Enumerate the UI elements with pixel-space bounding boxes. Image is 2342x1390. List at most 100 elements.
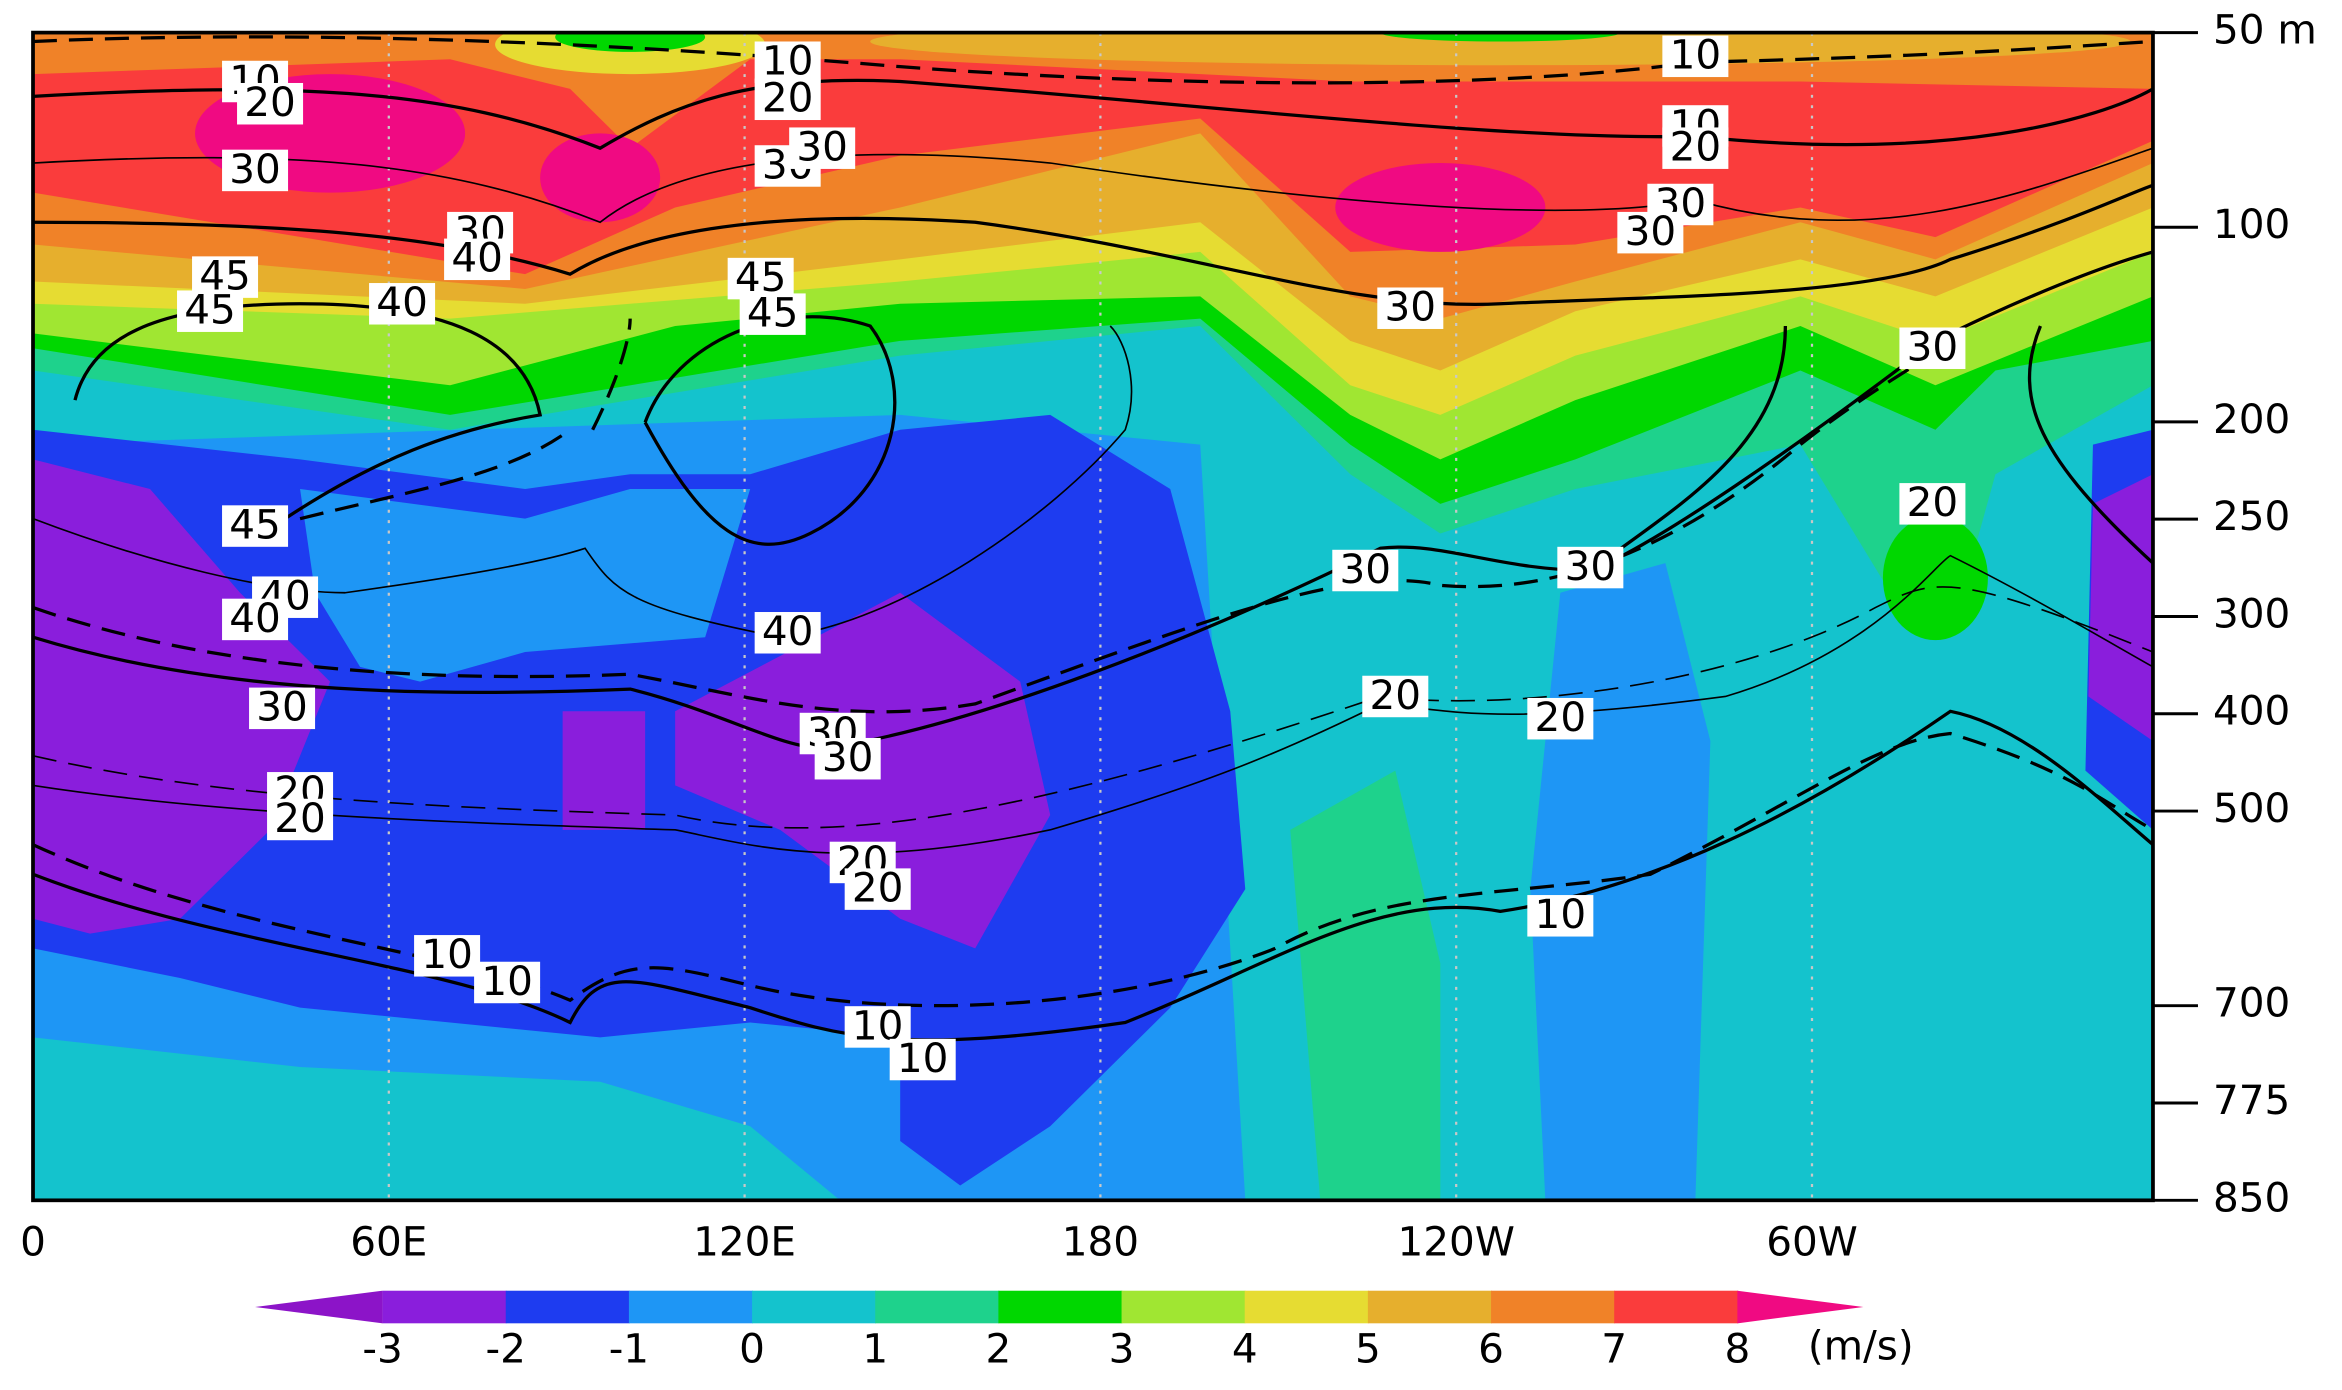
shaded-region — [1380, 32, 1621, 42]
colorbar-swatch — [1244, 1290, 1369, 1324]
contour-line — [33, 78, 2153, 151]
contour-label: 20 — [762, 76, 814, 122]
y-tick-label: 850 — [2213, 1175, 2290, 1221]
shaded-region — [2088, 474, 2153, 741]
contour-label: 30 — [1625, 209, 1677, 255]
contour-line — [33, 250, 2153, 750]
x-tick-label: 0 — [20, 1220, 46, 1266]
y-tick-label: 250 — [2213, 494, 2290, 540]
contour-label-box — [844, 868, 911, 910]
x-tick-label: 180 — [1062, 1220, 1139, 1266]
contour-label-box — [727, 257, 794, 300]
colorbar-tick-label: 7 — [1601, 1327, 1627, 1373]
contour-label-box — [1527, 697, 1594, 740]
colorbar-swatch — [1491, 1290, 1615, 1324]
y-tick-label: 775 — [2213, 1078, 2290, 1124]
contour-label-box — [444, 238, 511, 281]
colorbar-tick-label: -3 — [362, 1327, 402, 1373]
contour-label-box — [1899, 483, 1966, 525]
contour-label: 30 — [822, 735, 874, 781]
contour-line — [33, 339, 1952, 714]
contour-label-box — [237, 82, 304, 125]
colorbar-tick-label: -1 — [609, 1327, 649, 1373]
y-tick-label: 50 m — [2213, 8, 2317, 54]
colorbar-tick-label: 6 — [1478, 1327, 1504, 1373]
contour-label: 20 — [1535, 695, 1587, 741]
shaded-region — [1882, 515, 1988, 641]
contour-label-box — [1662, 127, 1729, 169]
contour-label: 40 — [229, 596, 281, 642]
y-tick-label: 300 — [2213, 592, 2290, 638]
y-tick-label: 100 — [2213, 202, 2290, 248]
contour-label: 20 — [274, 796, 326, 842]
colorbar-unit: (m/s) — [1808, 1324, 1914, 1370]
contour-label: 30 — [1907, 325, 1959, 371]
x-tick-label: 60E — [350, 1220, 427, 1266]
contour-line — [33, 35, 2153, 85]
contour-label: 30 — [229, 147, 281, 193]
colorbar-swatch — [1121, 1290, 1246, 1324]
contour-label-box — [222, 505, 289, 547]
contour-label: 10 — [481, 959, 533, 1005]
contour-label-box — [1332, 549, 1399, 592]
y-tick-label: 400 — [2213, 689, 2290, 735]
contour-label: 45 — [735, 255, 787, 301]
contour-label-box — [814, 737, 881, 780]
contour-label: 30 — [256, 685, 308, 731]
shaded-region — [540, 133, 661, 223]
contour-label: 10 — [1670, 33, 1722, 79]
x-tick-label: 120E — [693, 1220, 796, 1266]
contour-label-box — [1617, 211, 1684, 254]
shaded-region — [562, 711, 646, 830]
contour-label-box — [222, 149, 289, 192]
contour-line — [33, 147, 2153, 224]
contour-label: 30 — [1565, 544, 1617, 590]
contour-line — [33, 554, 2153, 855]
shaded-region — [870, 32, 2131, 66]
contour-line — [1589, 325, 2153, 572]
colorbar-swatch — [998, 1290, 1123, 1324]
contour-label-box — [754, 41, 821, 83]
contour-label-box — [1362, 675, 1429, 718]
axes: 0 60E 120E 180 120W 60W 850 775 700 500 400 300 250 2… — [20, 8, 2317, 1266]
contour-label-box — [249, 687, 316, 730]
contour-label-box — [1377, 287, 1444, 329]
colorbar-extend-high — [1737, 1290, 1864, 1324]
contour-label: 45 — [184, 288, 236, 334]
contour-label-box — [1557, 546, 1624, 589]
shaded-region — [33, 1037, 841, 1201]
contour-line — [73, 302, 543, 521]
colorbar-tick-label: 5 — [1355, 1327, 1381, 1373]
contour-label: 45 — [229, 503, 281, 549]
shaded-region — [1290, 770, 1441, 1201]
colorbar: -3 -2 -1 0 1 2 3 4 5 6 7 8 (m/s) — [255, 1290, 1914, 1373]
contour-label-box — [414, 935, 481, 977]
contour-label: 30 — [796, 125, 848, 171]
contour-line — [299, 318, 632, 521]
contour-label-box — [1899, 327, 1966, 369]
colorbar-tick-label: 2 — [986, 1327, 1012, 1373]
contour-label-box — [789, 127, 856, 169]
x-tick-label: 120W — [1398, 1220, 1515, 1266]
contour-label-box — [1527, 895, 1594, 937]
shaded-region — [33, 459, 331, 934]
colorbar-swatch — [628, 1290, 753, 1324]
colorbar-extend-low — [255, 1290, 383, 1324]
contour-label-box — [739, 293, 806, 335]
contour-label: 20 — [1907, 480, 1959, 526]
contour-label: 30 — [1340, 547, 1392, 593]
contour-label: 45 — [747, 291, 799, 337]
y-tick-label: 500 — [2213, 786, 2290, 832]
contour-label: 20 — [1370, 673, 1422, 719]
contour-label-box — [267, 798, 334, 841]
y-tick-label: 700 — [2213, 981, 2290, 1027]
contour-label-box — [889, 1038, 956, 1081]
contour-label: 20 — [852, 866, 904, 912]
colorbar-swatch — [875, 1290, 1000, 1324]
colorbar-tick-label: 4 — [1232, 1327, 1258, 1373]
colorbar-swatch — [1367, 1290, 1492, 1324]
contour-label-box — [369, 283, 436, 325]
colorbar-tick-label: 3 — [1109, 1327, 1135, 1373]
